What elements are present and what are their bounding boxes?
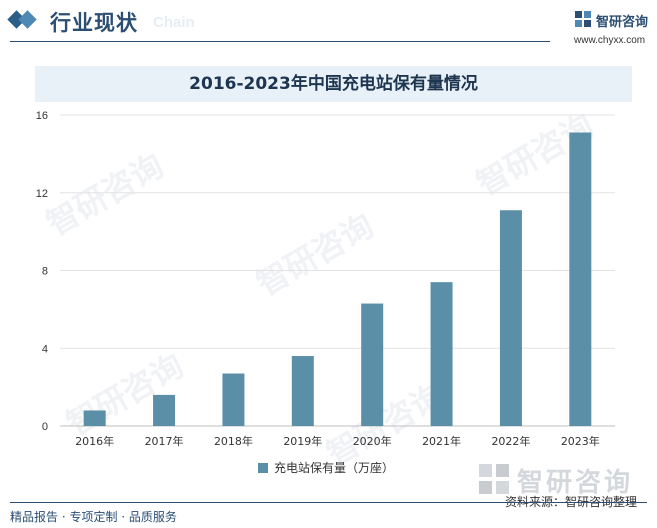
header: 行业现状 Chain 智研咨询 www.chyxx.com xyxy=(0,0,657,46)
x-tick-label: 2017年 xyxy=(145,434,184,448)
chart-title-bar: 2016-2023年中国充电站保有量情况 xyxy=(35,66,632,102)
y-tick-label: 4 xyxy=(42,343,48,355)
section-title: 行业现状 xyxy=(50,11,138,35)
footer-logo-icon xyxy=(479,464,509,494)
header-divider xyxy=(10,41,550,42)
bar xyxy=(222,373,245,426)
x-tick-label: 2022年 xyxy=(491,434,530,448)
x-tick-label: 2020年 xyxy=(353,434,392,448)
footer-slogan: 精品报告 · 专项定制 · 品质服务 xyxy=(10,510,177,524)
brand-logo-icon xyxy=(575,11,591,27)
y-tick-label: 16 xyxy=(36,110,48,122)
bar xyxy=(153,394,176,426)
legend-label: 充电站保有量（万座） xyxy=(274,461,395,475)
legend-swatch xyxy=(258,463,268,473)
bar xyxy=(499,210,522,426)
footer-divider xyxy=(10,502,647,503)
y-tick-label: 8 xyxy=(42,266,48,278)
x-tick-label: 2019年 xyxy=(283,434,322,448)
bar xyxy=(569,132,592,426)
chart-title: 2016-2023年中国充电站保有量情况 xyxy=(189,74,478,94)
bar xyxy=(291,356,314,426)
x-tick-label: 2016年 xyxy=(75,434,114,448)
brand-name: 智研咨询 xyxy=(596,15,649,30)
footer-logo-name: 智研咨询 xyxy=(517,468,634,498)
x-tick-label: 2023年 xyxy=(561,434,600,448)
x-tick-label: 2018年 xyxy=(214,434,253,448)
bar xyxy=(83,410,106,426)
footer-logo: 智研咨询 xyxy=(477,462,630,500)
y-tick-label: 12 xyxy=(36,188,48,200)
brand-url: www.chyxx.com xyxy=(574,35,646,46)
x-tick-label: 2021年 xyxy=(422,434,461,448)
y-tick-label: 0 xyxy=(42,421,48,433)
bar xyxy=(430,282,453,426)
section-subtitle-en: Chain xyxy=(153,14,195,31)
bar xyxy=(361,303,384,426)
